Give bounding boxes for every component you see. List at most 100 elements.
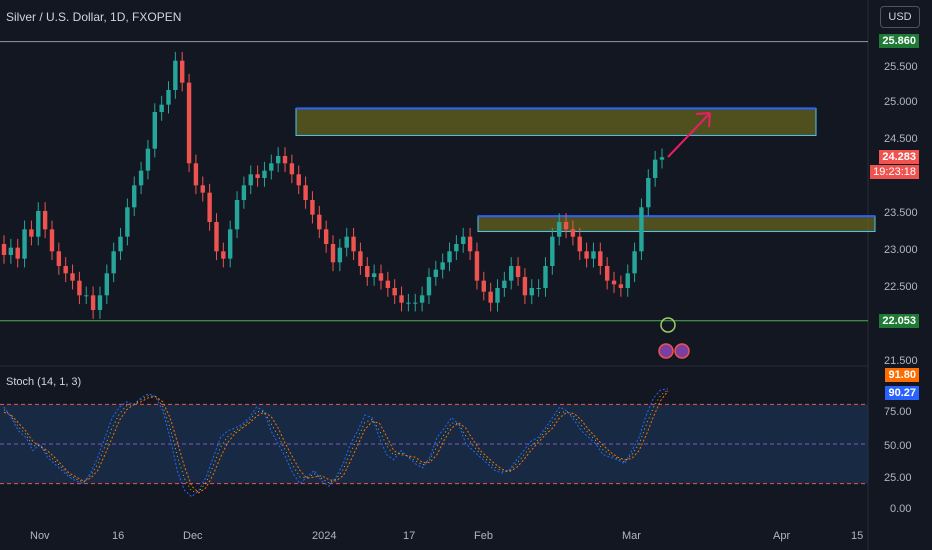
time-tick: Dec	[183, 530, 203, 542]
candle-body	[111, 251, 116, 274]
candle-body	[63, 265, 68, 274]
candle-body	[365, 265, 370, 277]
candle-body	[248, 174, 253, 186]
candle-body	[515, 265, 521, 277]
candle-body	[1, 243, 7, 255]
candle-body	[598, 251, 603, 266]
candle-body	[378, 273, 384, 281]
candle-body	[180, 60, 185, 83]
candle-body	[632, 251, 637, 274]
support-level-tag: 22.053	[879, 314, 919, 328]
candle-body	[536, 287, 541, 289]
candle-body	[275, 155, 281, 164]
candle-body	[221, 251, 226, 259]
stoch-k-line	[3, 388, 669, 498]
economic-event-icon	[674, 343, 690, 359]
candle-body	[138, 170, 144, 186]
candle-body	[481, 280, 486, 292]
currency-button[interactable]: USD	[880, 6, 920, 28]
candle-body	[522, 276, 528, 296]
candle-body	[330, 243, 336, 263]
candle-body	[406, 302, 411, 304]
candle-body	[49, 229, 55, 252]
candle-body	[84, 295, 89, 297]
candle-body	[159, 104, 164, 112]
candle-body	[22, 229, 27, 259]
current-price-tag: 24.283	[879, 150, 919, 164]
candle-body	[214, 221, 219, 252]
candle-body	[29, 229, 34, 237]
stoch-label: Stoch (14, 1, 3)	[6, 376, 82, 388]
candle-body	[461, 236, 466, 244]
time-tick: Mar	[622, 530, 641, 542]
projection-arrow-head	[695, 112, 711, 128]
candle-body	[317, 214, 322, 230]
candle-body	[577, 236, 582, 252]
candle-body	[118, 236, 123, 252]
candle-body	[454, 243, 459, 252]
candle-body	[529, 287, 534, 296]
price-tick: 25.500	[884, 61, 918, 73]
upper-supply-zone	[295, 107, 817, 136]
candle-body	[227, 229, 233, 259]
candle-body	[186, 82, 192, 164]
economic-event-icon	[658, 343, 674, 359]
candle-body	[625, 273, 630, 288]
candle-body	[323, 229, 329, 244]
candle-body	[337, 247, 343, 263]
time-tick: 2024	[312, 530, 337, 542]
candle-body	[8, 247, 14, 255]
candle-body	[433, 269, 439, 277]
candle-body	[166, 89, 171, 105]
candle-body	[344, 236, 349, 248]
price-tick: 23.500	[884, 207, 918, 219]
stoch-tick: 50.00	[884, 440, 912, 452]
candle-body	[173, 60, 178, 90]
candle-body	[550, 236, 555, 266]
price-tick: 24.500	[884, 133, 918, 145]
candle-body	[97, 295, 103, 310]
candle-body	[543, 265, 548, 288]
candle-body	[392, 287, 397, 296]
lightning-event-icon	[660, 317, 676, 333]
candle-body	[591, 251, 596, 259]
price-tick: 25.000	[884, 96, 918, 108]
time-tick: 16	[112, 530, 125, 542]
resistance-level-tag: 25.860	[879, 34, 919, 48]
stoch-d-line	[3, 390, 669, 494]
lower-demand-zone	[477, 215, 876, 233]
candle-body	[351, 236, 356, 252]
price-tick: 23.000	[884, 244, 918, 256]
candle-body	[652, 159, 658, 178]
stoch-tick: 0.00	[890, 503, 912, 515]
price-tick: 22.500	[884, 281, 918, 293]
stoch-d-tag: 91.80	[885, 368, 919, 382]
candle-body	[282, 155, 288, 164]
time-tick: 17	[403, 530, 416, 542]
time-tick: 15	[851, 530, 864, 542]
candle-body	[152, 111, 157, 149]
time-tick: Apr	[773, 530, 791, 542]
stoch-k-tag: 90.27	[885, 386, 919, 400]
candle-body	[310, 199, 315, 215]
candle-body	[90, 295, 96, 310]
candle-body	[584, 251, 589, 259]
candle-body	[15, 247, 20, 259]
candle-body	[296, 174, 301, 186]
candle-body	[570, 229, 576, 237]
candle-body	[132, 185, 137, 208]
candle-body	[509, 265, 514, 281]
candle-body	[646, 177, 651, 208]
candle-body	[241, 185, 247, 200]
candle-body	[639, 207, 644, 252]
candle-body	[467, 236, 473, 252]
candle-body	[42, 210, 48, 230]
candle-body	[193, 163, 199, 186]
candle-body	[371, 273, 377, 277]
candle-body	[200, 185, 205, 193]
candle-body	[399, 295, 404, 303]
candle-body	[426, 276, 432, 296]
candle-body	[413, 302, 418, 304]
candle-body	[502, 280, 507, 288]
